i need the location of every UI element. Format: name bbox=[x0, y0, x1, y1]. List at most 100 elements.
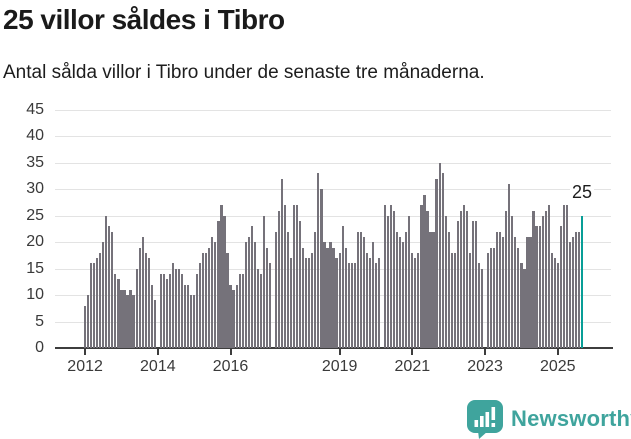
y-tick-label-20: 20 bbox=[26, 233, 44, 251]
bar bbox=[123, 289, 126, 348]
bar bbox=[499, 231, 502, 348]
bar bbox=[365, 252, 368, 348]
x-tick-2014 bbox=[156, 349, 159, 355]
bar bbox=[408, 215, 411, 348]
bar bbox=[429, 231, 432, 348]
bar bbox=[317, 173, 320, 348]
x-tick-label-2025: 2025 bbox=[539, 358, 576, 375]
page-title: 25 villor såldes i Tibro bbox=[3, 4, 285, 35]
x-tick-2016 bbox=[229, 349, 232, 355]
bar bbox=[541, 215, 544, 348]
bar bbox=[280, 178, 284, 348]
bar bbox=[211, 236, 214, 348]
bar bbox=[420, 205, 423, 348]
y-tick-label-5: 5 bbox=[35, 312, 44, 330]
bar bbox=[138, 247, 141, 348]
bar bbox=[565, 205, 568, 348]
bar bbox=[450, 252, 453, 348]
x-tick-label-2021: 2021 bbox=[394, 358, 431, 375]
bar bbox=[523, 268, 526, 348]
bar bbox=[574, 231, 578, 348]
gridline-35 bbox=[55, 162, 611, 164]
bar bbox=[526, 236, 529, 348]
chart-subtitle: Antal sålda villor i Tibro under de sena… bbox=[3, 62, 485, 83]
bar bbox=[438, 162, 441, 348]
bar bbox=[359, 231, 362, 348]
bar bbox=[411, 252, 414, 348]
bar bbox=[305, 258, 308, 348]
bar bbox=[84, 305, 87, 348]
bar bbox=[159, 273, 162, 348]
x-tick-label-2012: 2012 bbox=[67, 358, 103, 375]
bar bbox=[514, 236, 517, 348]
bar bbox=[508, 184, 511, 348]
x-tick-2023 bbox=[484, 349, 487, 355]
bar bbox=[311, 252, 314, 348]
bar bbox=[490, 247, 493, 348]
bar bbox=[253, 242, 256, 348]
bar bbox=[502, 236, 505, 348]
bar bbox=[390, 205, 393, 348]
bar bbox=[562, 205, 565, 348]
bar bbox=[96, 258, 99, 348]
newsworthy-wordmark: Newsworthy bbox=[511, 406, 631, 431]
highlight-value-label: 25 bbox=[570, 181, 595, 202]
bar bbox=[187, 284, 190, 348]
x-tick-2012 bbox=[84, 349, 87, 355]
y-tick-label-0: 0 bbox=[35, 339, 44, 356]
bar bbox=[559, 226, 562, 348]
x-tick-2021 bbox=[411, 349, 414, 355]
bar bbox=[102, 242, 105, 348]
y-tick-label-15: 15 bbox=[26, 259, 44, 277]
bar bbox=[468, 252, 471, 348]
bar bbox=[480, 268, 484, 348]
gridline-25 bbox=[55, 215, 611, 217]
bar bbox=[344, 247, 347, 348]
bar bbox=[465, 210, 468, 348]
bar bbox=[277, 210, 281, 348]
bar bbox=[93, 263, 96, 348]
bar bbox=[117, 279, 120, 348]
bar bbox=[262, 215, 265, 348]
bar bbox=[332, 247, 335, 348]
bar bbox=[99, 252, 102, 348]
bar bbox=[165, 279, 168, 348]
bar bbox=[247, 236, 250, 348]
bar bbox=[162, 273, 165, 348]
x-tick-label-2023: 2023 bbox=[467, 358, 503, 375]
bar bbox=[250, 226, 253, 348]
bar bbox=[180, 273, 184, 348]
gridline-20 bbox=[55, 242, 611, 244]
bar bbox=[338, 252, 341, 348]
bar bbox=[217, 221, 220, 348]
bar bbox=[326, 247, 329, 348]
bar bbox=[202, 252, 205, 348]
bar bbox=[405, 231, 408, 348]
bar bbox=[283, 205, 287, 348]
bar bbox=[320, 189, 323, 348]
gridline-45 bbox=[55, 110, 611, 111]
bar bbox=[108, 226, 111, 348]
bar bbox=[377, 258, 381, 348]
bar bbox=[550, 252, 553, 348]
bar bbox=[538, 226, 541, 348]
bar bbox=[356, 231, 359, 348]
bar bbox=[544, 210, 547, 348]
y-tick-label-25: 25 bbox=[26, 206, 44, 224]
bar bbox=[232, 289, 235, 348]
bar bbox=[474, 221, 478, 348]
bar bbox=[144, 252, 147, 348]
bar bbox=[308, 258, 311, 348]
y-tick-label-35: 35 bbox=[26, 153, 44, 171]
bar bbox=[259, 273, 262, 348]
bar bbox=[293, 205, 296, 348]
bar bbox=[444, 215, 447, 348]
bar bbox=[341, 226, 344, 348]
bar bbox=[114, 273, 117, 348]
bar bbox=[447, 231, 450, 348]
bar bbox=[199, 263, 202, 348]
bar bbox=[196, 273, 199, 348]
newsworthy-logo[interactable]: Newsworthy bbox=[466, 399, 631, 439]
